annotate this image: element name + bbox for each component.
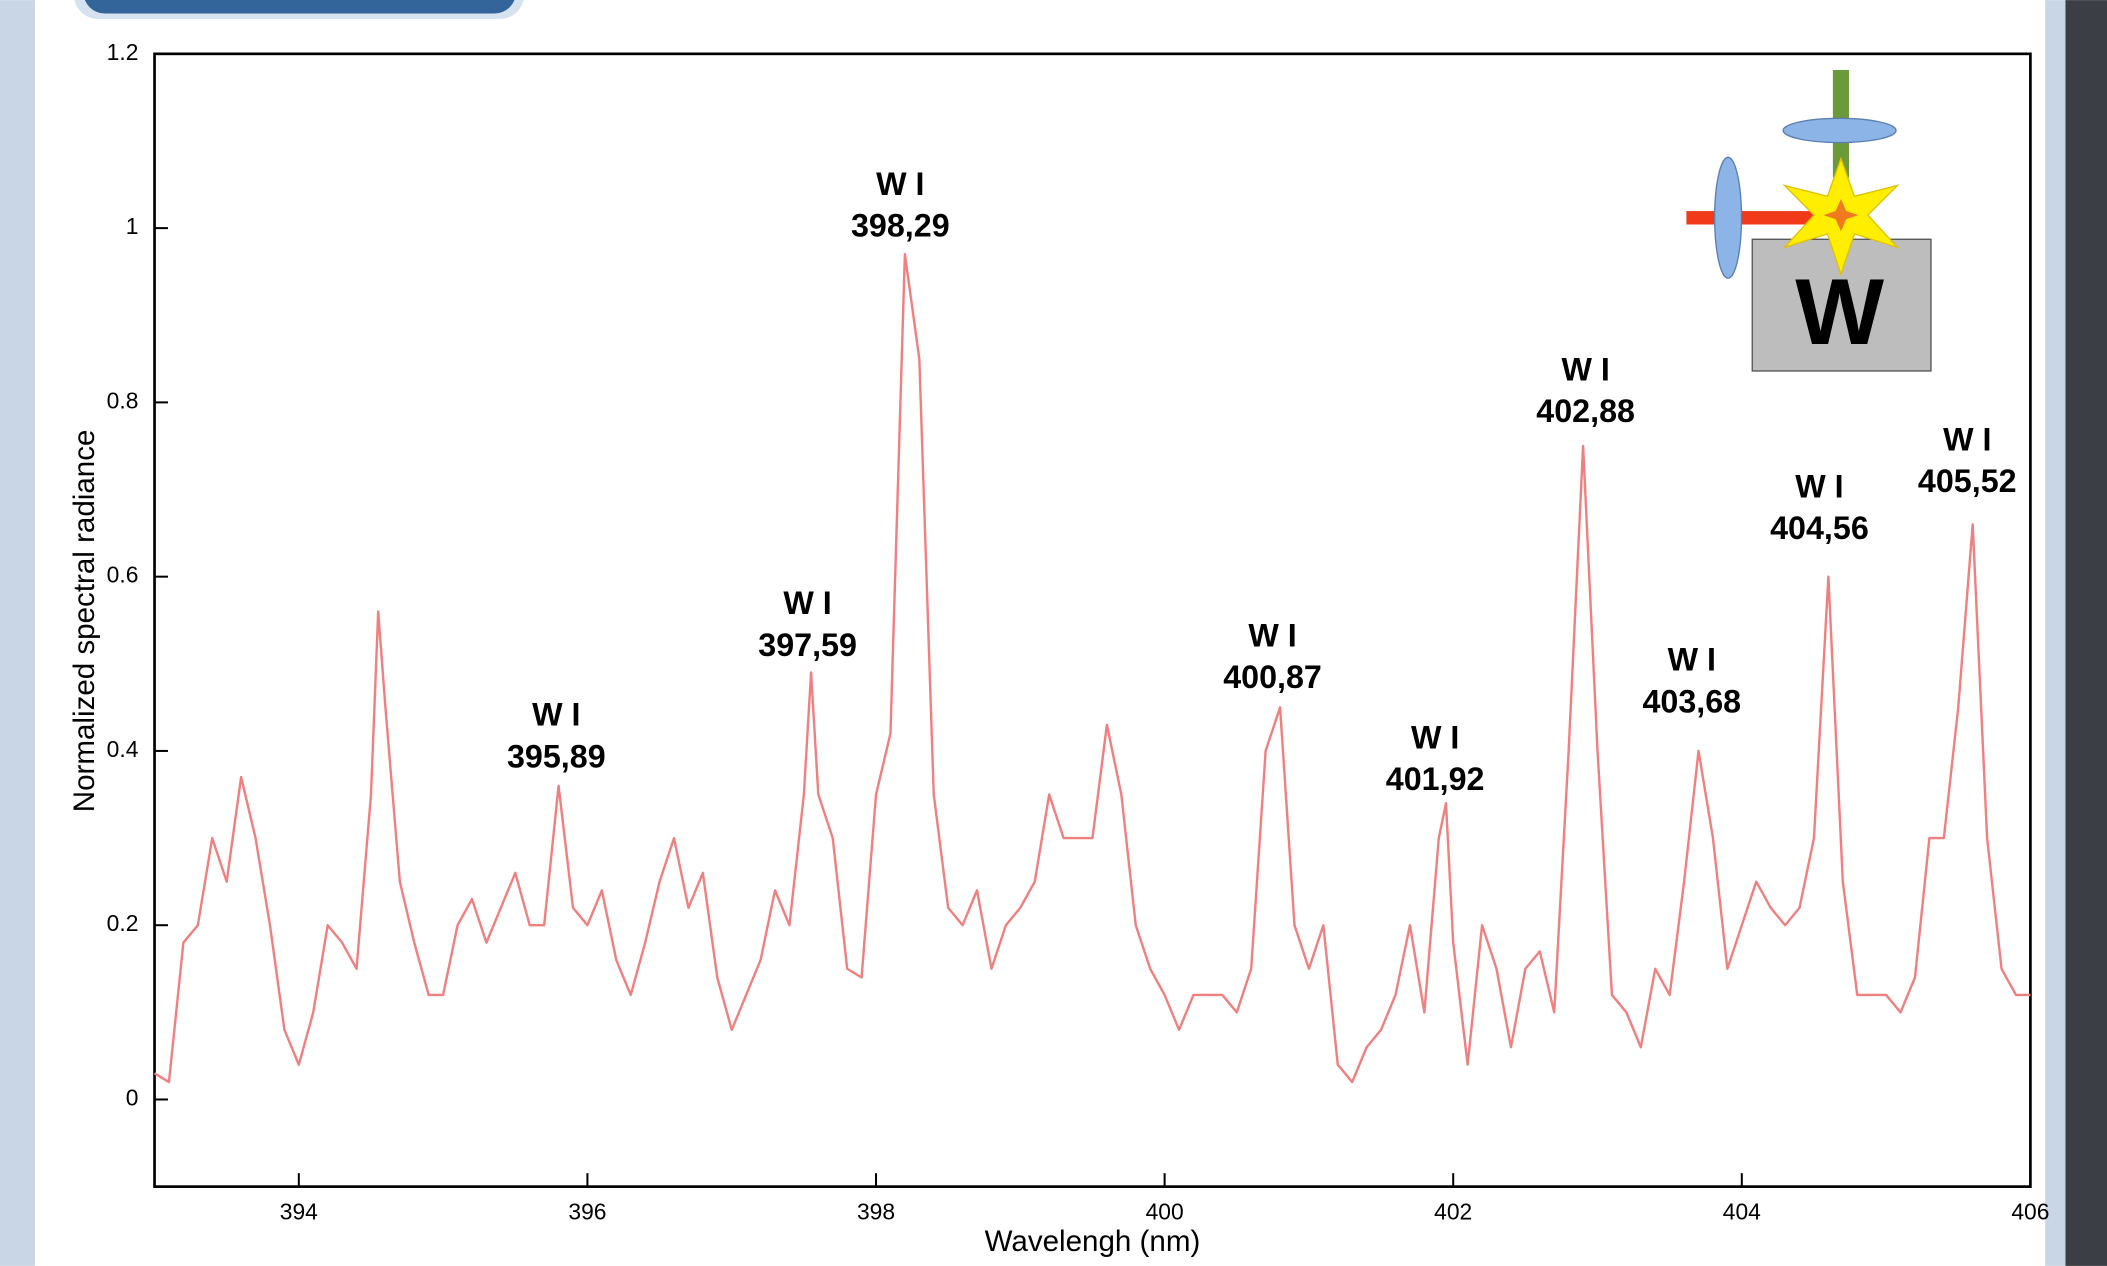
- peak-wavelength: 405,52: [1918, 463, 2017, 499]
- y-tick-label: 0.6: [107, 562, 139, 588]
- inset-lens: [1713, 156, 1743, 279]
- peak-element: W I: [1248, 617, 1296, 653]
- peak-wavelength: 397,59: [758, 627, 857, 663]
- peak-wavelength: 403,68: [1642, 683, 1741, 719]
- y-tick-label: 0.8: [107, 387, 139, 413]
- peak-element: W I: [1411, 720, 1459, 756]
- peak-element: W I: [1943, 421, 1991, 457]
- x-tick-label: 398: [857, 1199, 895, 1225]
- x-tick-label: 406: [2011, 1199, 2049, 1225]
- y-axis-label: Normalized spectral radiance: [68, 430, 101, 813]
- spectrum-line: [153, 253, 2031, 1084]
- x-tick-label: 394: [280, 1199, 318, 1225]
- peak-element: W I: [1668, 642, 1716, 678]
- inset-label: W: [1795, 259, 1884, 364]
- peak-wavelength: 398,29: [851, 208, 950, 244]
- y-tick-label: 0.4: [107, 736, 139, 762]
- peak-element: W I: [1795, 468, 1843, 504]
- peak-wavelength: 400,87: [1223, 659, 1322, 695]
- peak-element: W I: [1561, 351, 1609, 387]
- peak-wavelength: 404,56: [1770, 510, 1869, 546]
- inset-plasma-core: [1823, 198, 1859, 232]
- inset-lens: [1782, 117, 1897, 144]
- y-tick-label: 1: [126, 213, 139, 239]
- left-border: [0, 0, 35, 1266]
- tab: [84, 0, 515, 14]
- peak-wavelength: 401,92: [1386, 761, 1485, 797]
- peak-wavelength: 395,89: [507, 738, 606, 774]
- y-tick-label: 1.2: [107, 39, 139, 65]
- right-inner-border: [2045, 0, 2066, 1266]
- x-tick-label: 400: [1146, 1199, 1184, 1225]
- y-tick-label: 0.2: [107, 910, 139, 936]
- x-axis-label: Wavelengh (nm): [985, 1225, 1201, 1258]
- plot-frame: [153, 52, 2032, 1188]
- x-tick-label: 402: [1434, 1199, 1472, 1225]
- right-border: [2065, 0, 2107, 1266]
- inset-diagram: W: [1686, 69, 1932, 372]
- x-tick-label: 396: [568, 1199, 606, 1225]
- y-tick-label: 0: [126, 1085, 139, 1111]
- peak-element: W I: [783, 585, 831, 621]
- peak-element: W I: [876, 166, 924, 202]
- peak-wavelength: 402,88: [1536, 393, 1635, 429]
- peak-element: W I: [532, 697, 580, 733]
- x-tick-label: 404: [1723, 1199, 1761, 1225]
